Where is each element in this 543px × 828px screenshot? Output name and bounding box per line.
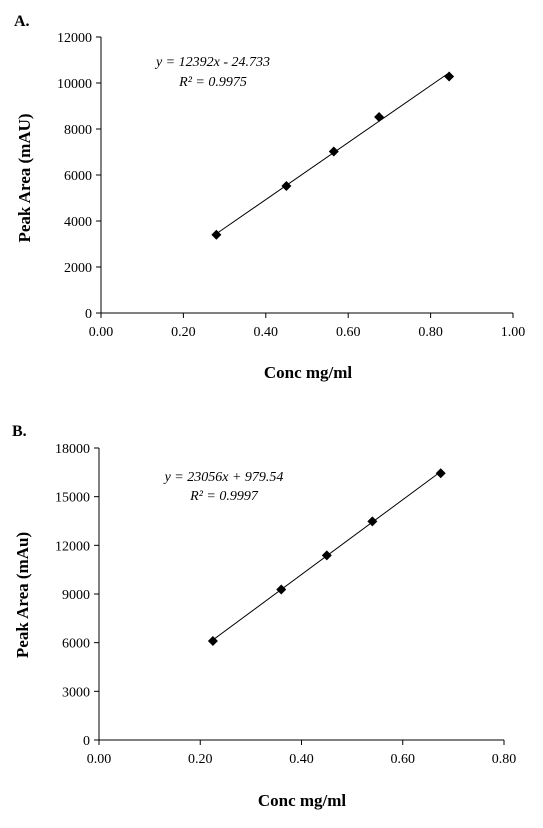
y-tick-label: 6000 bbox=[62, 637, 90, 652]
equation-b: y = 23056x + 979.54 bbox=[163, 470, 284, 485]
x-tick-label: 1.00 bbox=[501, 325, 526, 340]
x-tick-label: 0.00 bbox=[89, 325, 114, 340]
y-tick-label: 2000 bbox=[64, 261, 92, 276]
r-squared-a: R² = 0.9975 bbox=[178, 75, 247, 90]
x-axis-title-b: Conc mg/ml bbox=[258, 791, 347, 810]
x-tick-label: 0.20 bbox=[171, 325, 196, 340]
y-tick-label: 4000 bbox=[64, 215, 92, 230]
x-tick-label: 0.40 bbox=[254, 325, 279, 340]
data-point bbox=[328, 146, 339, 157]
plot-area-a: 0 2000 4000 6000 8000 10000 12000 0.00 0.20 0.40 0… bbox=[57, 31, 525, 340]
y-tick-label: 18000 bbox=[55, 442, 90, 457]
y-tick-label: 3000 bbox=[62, 685, 90, 700]
data-point bbox=[435, 468, 446, 479]
plot-area-b: 0 3000 6000 9000 12000 15000 18000 0.00 0.20 0.40… bbox=[55, 442, 516, 767]
x-tick-label: 0.80 bbox=[418, 325, 443, 340]
data-point bbox=[276, 584, 287, 595]
data-point bbox=[367, 516, 378, 527]
x-tick-label: 0.20 bbox=[188, 752, 213, 767]
data-point bbox=[207, 636, 218, 647]
y-axis-title-a: Peak Area (mAU) bbox=[15, 113, 34, 242]
y-tick-label: 0 bbox=[83, 734, 90, 749]
x-tick-label: 0.60 bbox=[336, 325, 361, 340]
y-tick-label: 15000 bbox=[55, 491, 90, 506]
x-tick-label: 0.00 bbox=[87, 752, 112, 767]
r-squared-b: R² = 0.9997 bbox=[189, 489, 259, 504]
data-point bbox=[211, 229, 222, 240]
y-tick-label: 6000 bbox=[64, 169, 92, 184]
y-tick-label: 9000 bbox=[62, 588, 90, 603]
x-axis-title-a: Conc mg/ml bbox=[264, 363, 353, 382]
data-point bbox=[374, 112, 385, 123]
y-axis-title-b: Peak Area (mAu) bbox=[13, 532, 32, 658]
x-tick-label: 0.80 bbox=[492, 752, 517, 767]
x-tick-label: 0.60 bbox=[391, 752, 416, 767]
chart-b: B. Peak Area (mAu) Conc mg/ml y = 23056x… bbox=[12, 423, 516, 810]
panel-label-a: A. bbox=[14, 13, 30, 30]
x-tick-label: 0.40 bbox=[289, 752, 314, 767]
y-tick-label: 0 bbox=[85, 307, 92, 322]
equation-a: y = 12392x - 24.733 bbox=[154, 55, 270, 70]
y-tick-label: 12000 bbox=[55, 539, 90, 554]
chart-a: A. Peak Area (mAU) Conc mg/ml y = 12392x… bbox=[14, 13, 525, 382]
data-point bbox=[444, 71, 455, 82]
data-point bbox=[321, 550, 332, 561]
data-point bbox=[281, 181, 292, 192]
panel-label-b: B. bbox=[12, 423, 27, 440]
y-tick-label: 12000 bbox=[57, 31, 92, 46]
y-tick-label: 8000 bbox=[64, 123, 92, 138]
y-tick-label: 10000 bbox=[57, 77, 92, 92]
